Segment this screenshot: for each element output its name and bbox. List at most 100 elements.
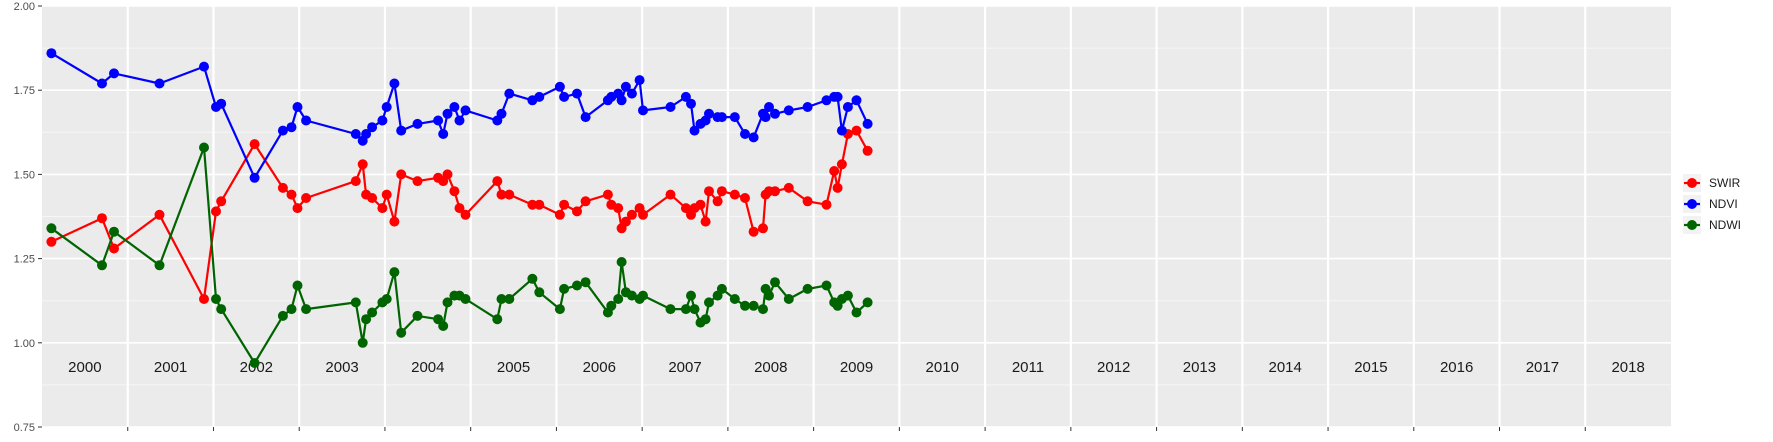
- year-label: 2008: [754, 359, 787, 376]
- ndwi-point: [686, 290, 696, 301]
- ndwi-point: [109, 226, 119, 237]
- ndwi-point: [559, 283, 570, 294]
- swir-point: [249, 139, 260, 150]
- ndwi-point: [802, 283, 813, 294]
- ndvi-point: [454, 115, 465, 126]
- swir-point: [758, 223, 768, 234]
- ndvi-point: [97, 78, 107, 89]
- ndwi-point: [770, 277, 780, 288]
- ndwi-point: [821, 280, 832, 291]
- ndvi-point: [580, 112, 591, 123]
- ndvi-point: [199, 61, 209, 72]
- ndwi-point: [783, 294, 794, 304]
- ndwi-point: [606, 300, 617, 311]
- ndvi-point: [616, 95, 627, 106]
- swir-point: [496, 189, 507, 200]
- ndwi-point: [361, 314, 372, 325]
- ndvi-point: [821, 95, 832, 106]
- ndvi-point: [770, 108, 780, 119]
- year-label: 2015: [1354, 359, 1387, 376]
- ndvi-point: [377, 115, 388, 126]
- ndwi-point: [492, 314, 503, 325]
- swir-point: [729, 189, 740, 200]
- swir-point: [449, 186, 460, 197]
- ndwi-point: [46, 223, 57, 234]
- swir-point: [199, 294, 209, 304]
- ndwi-point: [842, 290, 853, 301]
- ndwi-point: [616, 257, 627, 267]
- major-gridlines: [42, 5, 1671, 428]
- ndvi-point: [534, 91, 545, 102]
- swir-point: [216, 196, 227, 207]
- ndwi-point: [433, 314, 444, 325]
- ndvi-point: [292, 102, 303, 112]
- ndwi-point: [367, 307, 378, 318]
- swir-point: [377, 203, 388, 214]
- year-label: 2017: [1526, 359, 1559, 376]
- ndwi-point: [292, 280, 303, 291]
- swir-point: [862, 145, 873, 156]
- swir-point: [286, 189, 297, 200]
- legend: SWIR NDVI NDWI: [1683, 174, 1741, 234]
- y-tick-label: 2.00: [14, 1, 35, 13]
- ndwi-point: [554, 304, 565, 315]
- swir-point: [638, 209, 648, 220]
- ndwi-point: [700, 314, 711, 325]
- ndvi-point: [433, 115, 444, 126]
- swir-point: [770, 186, 780, 197]
- series-layer: [46, 48, 873, 368]
- ndwi-point: [381, 294, 392, 304]
- ndvi-point: [783, 105, 794, 116]
- ndwi-point: [396, 327, 407, 338]
- ndwi-point: [97, 260, 107, 271]
- ndvi-point: [361, 129, 372, 139]
- year-label: 2007: [668, 359, 701, 376]
- legend-label-ndwi: NDWI: [1709, 218, 1741, 232]
- swir-point: [572, 206, 582, 217]
- ndvi-point: [620, 81, 631, 92]
- ndwi-point: [389, 267, 400, 278]
- legend-label-swir: SWIR: [1709, 176, 1741, 190]
- year-label: 2014: [1268, 359, 1301, 376]
- ndwi-point: [350, 297, 361, 308]
- swir-point: [613, 203, 624, 214]
- swir-point: [829, 166, 840, 176]
- ndvi-point: [154, 78, 165, 89]
- year-label: 2004: [411, 359, 444, 376]
- ndvi-point: [832, 91, 843, 102]
- swir-point: [396, 169, 407, 180]
- swir-point: [534, 199, 545, 210]
- ndvi-point: [109, 68, 119, 79]
- swir-point: [559, 199, 570, 210]
- y-tick-label: 0.75: [14, 422, 35, 434]
- ndvi-point: [740, 129, 750, 139]
- series-ndwi: [46, 142, 873, 368]
- ndwi-point: [277, 310, 288, 321]
- ndvi-point: [764, 102, 774, 112]
- ndvi-point: [504, 88, 515, 99]
- swir-point: [626, 209, 637, 220]
- swir-point: [97, 213, 107, 224]
- ndvi-point: [286, 122, 297, 133]
- ndvi-point: [748, 132, 759, 143]
- swir-point: [412, 176, 423, 187]
- swir-point: [154, 209, 165, 220]
- ndvi-point: [389, 78, 400, 89]
- swir-point: [665, 189, 676, 200]
- ndvi-point: [704, 108, 714, 119]
- swir-point: [748, 226, 759, 237]
- ndvi-point: [716, 112, 727, 123]
- ndwi-point: [504, 294, 515, 304]
- swir-point: [704, 186, 714, 197]
- ndwi-point: [249, 358, 260, 368]
- ndvi-point: [634, 75, 645, 86]
- ndvi-point: [802, 102, 813, 112]
- ndwi-point: [412, 310, 423, 321]
- swir-point: [783, 182, 794, 193]
- swir-point: [277, 182, 288, 193]
- year-label: 2001: [154, 359, 187, 376]
- swir-point: [580, 196, 591, 207]
- year-label: 2010: [926, 359, 959, 376]
- swir-point: [712, 196, 723, 207]
- ndwi-point: [626, 290, 637, 301]
